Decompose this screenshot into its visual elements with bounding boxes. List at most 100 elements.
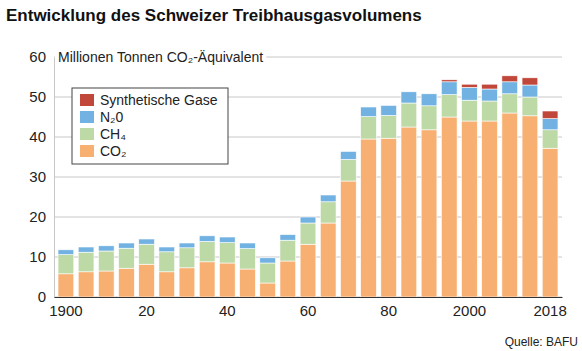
bar xyxy=(78,252,94,272)
bar xyxy=(340,181,356,297)
bar xyxy=(219,263,235,297)
bar xyxy=(179,243,195,248)
y-axis-title: Millionen Tonnen CO₂-Äquivalent xyxy=(58,49,263,65)
y-tick: 10 xyxy=(29,248,54,265)
bar xyxy=(361,107,377,108)
legend-label: Synthetische Gase xyxy=(100,92,218,108)
bar xyxy=(522,78,538,85)
x-tick-label: 20 xyxy=(138,302,155,319)
y-tick: 30 xyxy=(29,168,54,185)
bar xyxy=(522,85,538,97)
y-tick-label: 40 xyxy=(29,128,46,145)
legend-label: CH₄ xyxy=(100,126,126,142)
bar xyxy=(159,247,175,252)
bar xyxy=(401,92,417,103)
legend-label: N₂0 xyxy=(100,109,124,125)
source: Quelle: BAFU xyxy=(505,335,578,349)
bar xyxy=(522,97,538,116)
bar xyxy=(219,237,235,238)
legend-swatch xyxy=(80,94,94,106)
bar xyxy=(462,121,478,297)
bar xyxy=(441,82,457,95)
bar xyxy=(139,239,155,240)
series-bars xyxy=(58,82,558,263)
bar xyxy=(119,268,135,297)
grid xyxy=(54,57,562,297)
bar xyxy=(58,255,74,274)
bar xyxy=(280,234,296,235)
x-axis-line xyxy=(55,297,563,298)
bar xyxy=(462,100,478,121)
bar xyxy=(482,89,498,101)
bar xyxy=(482,84,498,89)
y-tick-label: 60 xyxy=(29,48,46,65)
bar xyxy=(361,107,377,117)
bar xyxy=(199,241,215,261)
bar xyxy=(361,117,377,139)
bar xyxy=(401,127,417,297)
bar xyxy=(441,95,457,117)
bar xyxy=(159,247,175,248)
bar xyxy=(542,130,558,148)
chart: Entwicklung des Schweizer Treibhausgasvo… xyxy=(0,0,582,351)
bar xyxy=(381,138,397,297)
bar xyxy=(260,258,276,263)
x-tick-label: 80 xyxy=(380,302,397,319)
bar xyxy=(159,272,175,297)
bar xyxy=(240,249,256,269)
bar xyxy=(199,262,215,297)
bar xyxy=(542,119,558,130)
x-tick-label: 40 xyxy=(219,302,236,319)
bar xyxy=(340,151,356,152)
legend-label: CO₂ xyxy=(100,143,126,159)
y-axis-title-bg xyxy=(55,49,266,65)
bar xyxy=(502,94,518,113)
bar xyxy=(58,250,74,255)
bar xyxy=(421,130,437,297)
bar xyxy=(462,84,478,87)
bar xyxy=(240,243,256,244)
bar xyxy=(98,271,114,297)
x-tick: 60 xyxy=(300,297,317,319)
bar xyxy=(340,159,356,181)
y-tick: 40 xyxy=(29,128,54,145)
bar xyxy=(320,195,336,196)
bar xyxy=(381,105,397,106)
bar xyxy=(300,217,316,223)
bar xyxy=(260,263,276,283)
bar xyxy=(542,148,558,297)
series-bars xyxy=(441,76,558,119)
y-tick: 50 xyxy=(29,88,54,105)
x-tick: 1900 xyxy=(49,297,82,319)
x-tick-label: 2018 xyxy=(533,302,566,319)
bar xyxy=(240,243,256,249)
legend: Synthetische GaseN₂0CH₄CO₂ xyxy=(72,88,228,164)
bar xyxy=(58,249,74,250)
bar xyxy=(542,111,558,119)
bar xyxy=(199,235,215,236)
y-tick-label: 20 xyxy=(29,208,46,225)
bar xyxy=(320,195,336,202)
bars xyxy=(58,76,558,297)
bar xyxy=(159,252,175,272)
bar xyxy=(98,246,114,251)
y-tick-label: 50 xyxy=(29,88,46,105)
x-tick: 80 xyxy=(380,297,397,319)
bar xyxy=(502,82,518,94)
bar xyxy=(340,151,356,159)
y-tick-label: 30 xyxy=(29,168,46,185)
y-axis-line xyxy=(54,58,55,298)
bar xyxy=(119,243,135,248)
y-tick: 60 xyxy=(29,48,54,65)
y-tick-label: 0 xyxy=(38,288,46,305)
bar xyxy=(78,272,94,297)
bar xyxy=(260,283,276,297)
bar xyxy=(119,248,135,268)
x-tick: 20 xyxy=(138,297,155,319)
bar xyxy=(139,239,155,244)
x-tick: 40 xyxy=(219,297,236,319)
bar xyxy=(240,269,256,297)
x-tick-label: 2000 xyxy=(453,302,486,319)
bar xyxy=(381,115,397,138)
bar xyxy=(300,217,316,218)
